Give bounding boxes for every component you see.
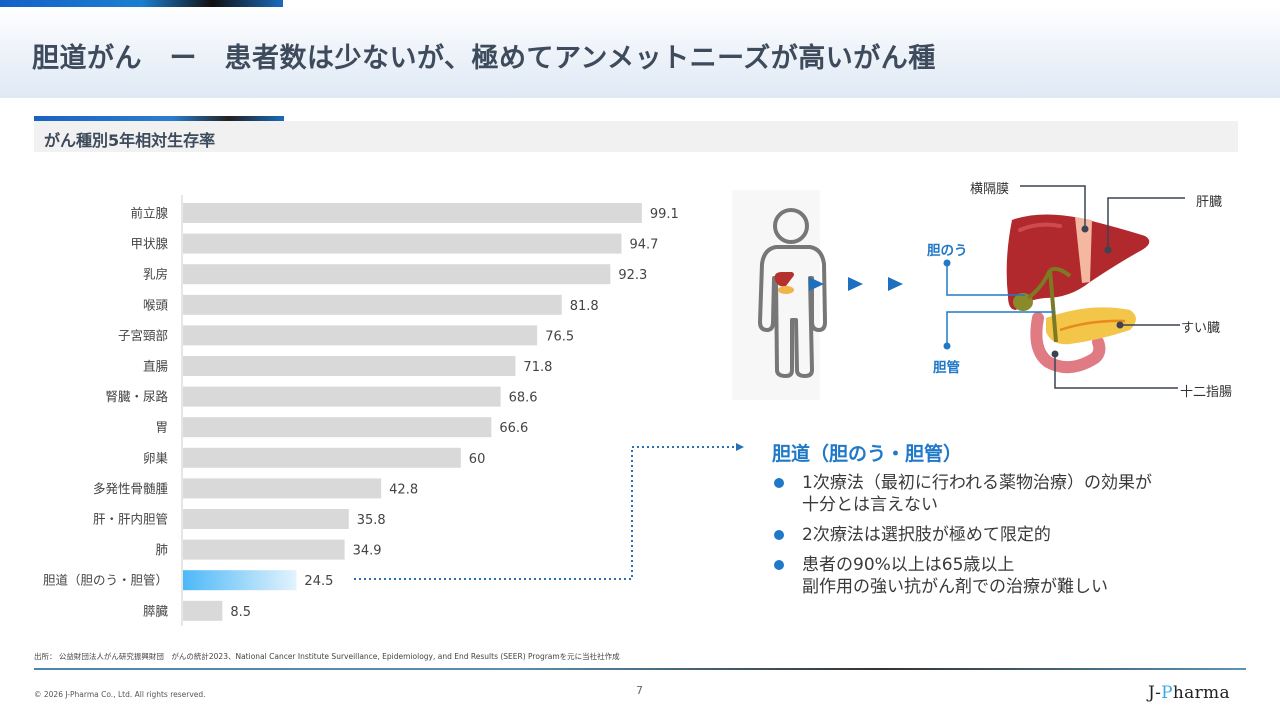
label-liver: 肝臓 <box>1196 195 1223 210</box>
bar <box>183 233 622 254</box>
duodenum-shape <box>1030 312 1106 374</box>
hepatobiliary-anatomy-illustration <box>943 185 1185 389</box>
category-label: 卵巣 <box>143 450 169 465</box>
diaphragm-shape <box>1075 217 1092 283</box>
value-label: 8.5 <box>230 605 251 620</box>
category-label: 腎臓・尿路 <box>105 389 168 404</box>
category-label: 多発性骨髄腫 <box>93 481 169 496</box>
bar <box>183 325 538 346</box>
liver-highlight <box>1018 222 1062 232</box>
bar-highlighted <box>183 570 297 591</box>
value-label: 68.6 <box>509 391 538 406</box>
bar <box>183 386 501 407</box>
bile-duct-shape <box>1026 266 1072 343</box>
bar <box>183 539 345 560</box>
bar <box>183 447 461 468</box>
category-label: 喉頭 <box>143 297 169 312</box>
category-label: 膵臓 <box>143 603 169 618</box>
bar <box>183 509 349 529</box>
arrow-right-icon <box>888 277 903 291</box>
human-figure-icon <box>758 208 903 378</box>
bullet-dot-icon <box>774 560 784 570</box>
info-bullet-text: 2次療法は選択肢が極めて限定的 <box>802 525 1051 545</box>
info-bullet: 患者の90%以上は65歳以上 副作用の強い抗がん剤での治療が難しい <box>772 554 1232 598</box>
bullet-dot-icon <box>774 478 784 488</box>
bar <box>183 600 223 621</box>
bullet-dot-icon <box>774 530 784 540</box>
value-label: 94.7 <box>629 238 658 253</box>
info-bullet: 2次療法は選択肢が極めて限定的 <box>772 524 1232 546</box>
bar <box>183 478 382 499</box>
label-bile-duct: 胆管 <box>933 360 960 376</box>
arrow-right-icon <box>848 277 863 291</box>
value-label: 92.3 <box>618 268 647 283</box>
value-label: 34.9 <box>353 544 382 559</box>
category-label: 甲状腺 <box>130 236 168 251</box>
arrow-right-icon <box>809 277 824 291</box>
connector-line <box>354 446 736 580</box>
category-label: 直腸 <box>143 359 169 374</box>
value-label: 71.8 <box>523 360 552 375</box>
pancreas-mini-icon <box>778 286 794 294</box>
copyright: © 2026 J-Pharma Co., Ltd. All rights res… <box>34 690 206 699</box>
footer-divider <box>34 668 1246 670</box>
bar <box>183 203 642 223</box>
survival-rate-bar-chart: 前立腺 99.1 甲状腺 94.7 乳房 92.3 喉頭 81.8 子宮頸部 76.5 直腸 71.8… <box>43 195 679 626</box>
category-label: 肺 <box>155 542 168 557</box>
company-logo: J-Pharma <box>1148 683 1230 703</box>
value-label: 99.1 <box>650 207 679 222</box>
category-label: 胆道（胆のう・胆管） <box>43 573 168 588</box>
header: 胆道がん ー 患者数は少ないが、極めてアンメットニーズが高いがん種 <box>0 7 1280 98</box>
bar <box>183 356 516 376</box>
category-label: 肝・肝内胆管 <box>93 512 168 527</box>
info-bullet-list: 1次療法（最初に行われる薬物治療）の効果が 十分とは言えない 2次療法は選択肢が… <box>772 472 1232 606</box>
info-bullet: 1次療法（最初に行われる薬物治療）の効果が 十分とは言えない <box>772 472 1232 516</box>
connector-arrowhead <box>736 443 744 451</box>
value-label: 42.8 <box>389 482 418 497</box>
source-note: 出所： 公益財団法人がん研究振興財団 がんの統計2023、National Ca… <box>34 652 620 661</box>
category-label: 前立腺 <box>130 206 168 221</box>
section-header <box>34 121 1238 152</box>
value-label: 81.8 <box>570 299 599 314</box>
value-label: 66.6 <box>499 421 528 436</box>
label-pancreas: すい臓 <box>1181 321 1221 336</box>
section-accent-bar <box>34 116 284 121</box>
page-number: 7 <box>636 684 643 697</box>
value-label: 76.5 <box>545 329 574 344</box>
top-accent-bar <box>0 0 283 7</box>
value-label: 60 <box>469 452 486 467</box>
bar <box>183 264 611 285</box>
category-label: 乳房 <box>143 267 168 282</box>
info-title: 胆道（胆のう・胆管） <box>772 443 963 465</box>
section-title: がん種別5年相対生存率 <box>44 131 216 150</box>
label-gallbladder: 胆のう <box>927 243 968 259</box>
bar <box>183 294 562 315</box>
bar <box>183 417 492 438</box>
info-bullet-text: 1次療法（最初に行われる薬物治療）の効果が 十分とは言えない <box>802 473 1152 515</box>
page-title: 胆道がん ー 患者数は少ないが、極めてアンメットニーズが高いがん種 <box>32 43 936 74</box>
category-label: 子宮頸部 <box>118 328 168 343</box>
value-label: 24.5 <box>304 574 333 589</box>
info-bullet-text: 患者の90%以上は65歳以上 副作用の強い抗がん剤での治療が難しい <box>802 555 1108 597</box>
pancreas-shape <box>1046 307 1136 345</box>
value-label: 35.8 <box>357 513 386 528</box>
label-diaphragm: 横隔膜 <box>970 182 1010 197</box>
connector-arrow <box>354 443 744 580</box>
category-label: 胃 <box>155 420 168 435</box>
label-duodenum: 十二指腸 <box>1180 385 1233 400</box>
liver-mini-icon <box>774 272 794 287</box>
